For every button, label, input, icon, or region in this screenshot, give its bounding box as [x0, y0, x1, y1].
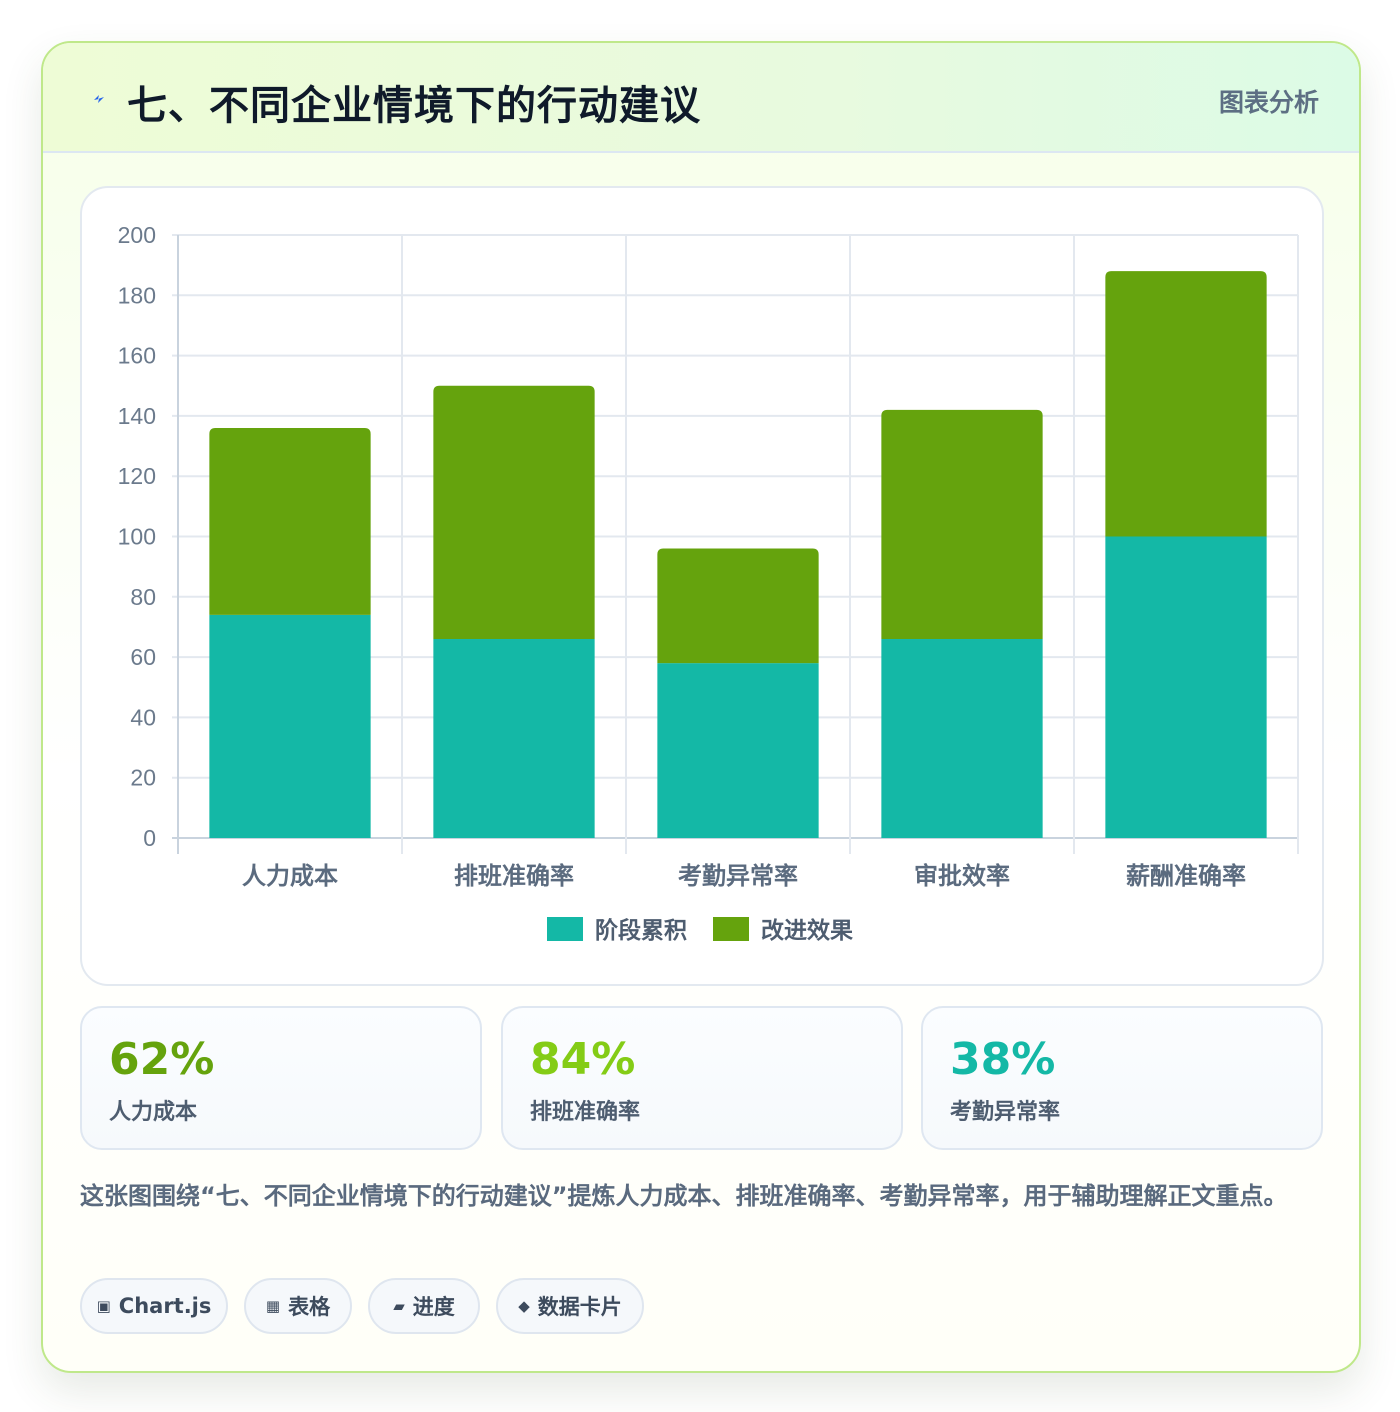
chart-icon: ▣ [96, 1297, 111, 1315]
bar-segment [1105, 271, 1267, 537]
y-tick-label: 120 [118, 463, 156, 489]
bar-segment [881, 409, 1043, 640]
card-title: 七、不同企业情境下的行动建议 [127, 83, 701, 129]
bar-segment [433, 385, 595, 640]
chip-label: 数据卡片 [537, 1295, 622, 1319]
kpi-label: 排班准确率 [530, 1100, 641, 1125]
bar-segment [657, 548, 819, 664]
kpi-value: 38% [950, 1034, 1056, 1085]
table-icon: ▦ [265, 1297, 281, 1315]
kpi-label: 考勤异常率 [950, 1100, 1061, 1125]
y-tick-label: 60 [130, 644, 156, 670]
chip-chartjs[interactable]: ▣ Chart.js [80, 1278, 228, 1334]
x-tick-label: 审批效率 [914, 862, 1010, 890]
x-tick-label: 薪酬准确率 [1126, 862, 1246, 890]
x-tick-label: 考勤异常率 [678, 862, 798, 890]
y-tick-label: 180 [118, 282, 156, 308]
kpi-card: 38% 考勤异常率 [921, 1006, 1323, 1150]
chip-progress[interactable]: ▰ 进度 [368, 1278, 480, 1334]
legend-swatch [713, 917, 749, 941]
bar-segment [433, 639, 595, 838]
y-tick-label: 20 [130, 765, 156, 791]
chart-card: 七、不同企业情境下的行动建议 图表分析 0 20 40 60 80 100 120 140 16… [41, 41, 1361, 1373]
legend-label: 改进效果 [761, 917, 853, 944]
bar-segment [1105, 536, 1267, 838]
chip-table[interactable]: ▦ 表格 [244, 1278, 352, 1334]
legend-swatch [547, 917, 583, 941]
chip-data-card[interactable]: ◆ 数据卡片 [496, 1278, 644, 1334]
kpi-value: 84% [530, 1034, 636, 1085]
y-tick-label: 100 [118, 524, 156, 550]
chip-label: 进度 [412, 1295, 455, 1319]
bar-segment [657, 663, 819, 838]
card-header: 七、不同企业情境下的行动建议 图表分析 [43, 43, 1359, 153]
y-tick-label: 80 [130, 584, 156, 610]
kpi-card: 84% 排班准确率 [501, 1006, 903, 1150]
stacked-bar-chart: 0 20 40 60 80 100 120 140 160 180 200 人力成本 排班准确率 考勤异常… [118, 222, 1299, 944]
header-tag: 图表分析 [1218, 88, 1319, 117]
lightning-icon [94, 95, 104, 103]
y-tick-label: 200 [118, 222, 156, 248]
x-tick-label: 人力成本 [242, 862, 338, 890]
chip-label: Chart.js [118, 1294, 212, 1318]
y-tick-label: 160 [118, 343, 156, 369]
y-tick-label: 40 [130, 704, 156, 730]
kpi-label: 人力成本 [109, 1100, 198, 1125]
chart-caption: 这张图围绕“七、不同企业情境下的行动建议”提炼人力成本、排班准确率、考勤异常率，… [80, 1182, 1288, 1210]
legend-label: 阶段累积 [595, 917, 687, 944]
kpi-value: 62% [109, 1034, 215, 1085]
diamond-icon: ◆ [518, 1297, 530, 1315]
chip-label: 表格 [288, 1295, 331, 1319]
bar-segment [881, 639, 1043, 838]
progress-icon: ▰ [393, 1297, 405, 1315]
bar-segment [209, 614, 371, 838]
kpi-card: 62% 人力成本 [80, 1006, 482, 1150]
x-tick-label: 排班准确率 [454, 862, 574, 890]
bar-segment [209, 427, 371, 615]
y-tick-label: 140 [118, 403, 156, 429]
chart-panel: 0 20 40 60 80 100 120 140 160 180 200 人力成本 排班准确率 考勤异常… [80, 186, 1324, 986]
y-tick-label: 0 [143, 825, 156, 851]
